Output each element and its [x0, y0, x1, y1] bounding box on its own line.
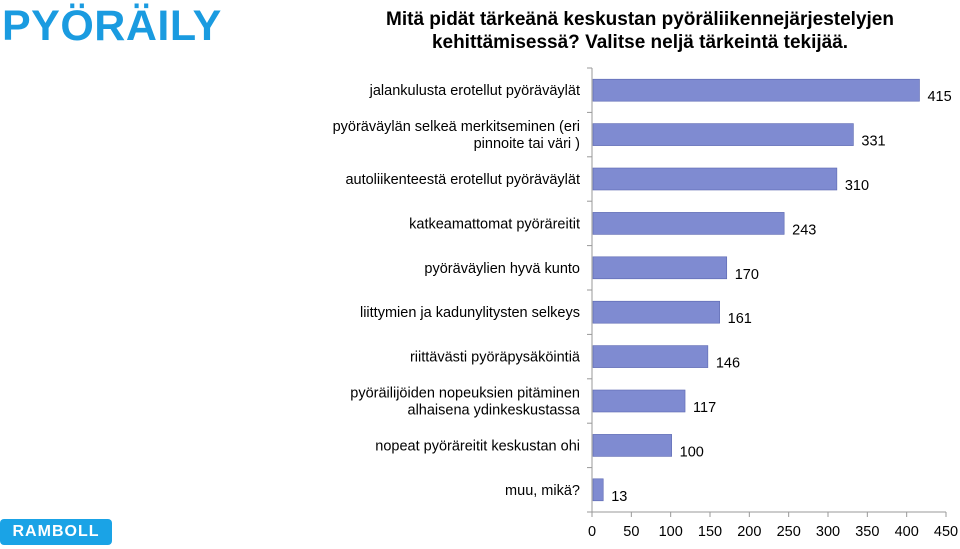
category-label: jalankulusta erotellut pyöräväylät — [369, 83, 580, 99]
value-label: 146 — [716, 356, 740, 372]
value-label: 243 — [792, 222, 816, 238]
category-label-line: liittymien ja kadunylitysten selkeys — [360, 305, 580, 321]
category-label-line: nopeat pyöräreitit keskustan ohi — [375, 438, 580, 454]
x-tick-label: 450 — [934, 524, 958, 540]
bar — [592, 300, 720, 324]
bar — [592, 123, 854, 146]
value-label: 310 — [845, 178, 869, 194]
category-label-line: jalankulusta erotellut pyöräväylät — [369, 83, 580, 99]
x-tick-label: 0 — [588, 524, 596, 540]
bar — [592, 212, 785, 235]
x-tick-label: 150 — [698, 524, 722, 540]
category-label: muu, mikä? — [505, 483, 580, 499]
bar — [592, 78, 920, 102]
category-label-line: pyöräilijöiden nopeuksien pitäminen — [350, 386, 580, 402]
value-label: 415 — [927, 89, 951, 105]
x-tick-label: 200 — [737, 524, 761, 540]
bar — [592, 478, 604, 502]
bar — [592, 256, 728, 280]
category-label-line: katkeamattomat pyöräreitit — [409, 216, 580, 232]
category-label-line: pinnoite tai väri ) — [474, 136, 580, 152]
section-title: PYÖRÄILY — [2, 2, 222, 50]
category-label-line: alhaisena ydinkeskustassa — [408, 403, 581, 419]
x-tick-label: 350 — [855, 524, 879, 540]
category-label: pyöräväylän selkeä merkitseminen (eri pin… — [333, 119, 580, 152]
value-label: 13 — [611, 489, 627, 505]
category-label: pyöräväylien hyvä kunto — [424, 261, 580, 277]
value-label: 170 — [735, 267, 759, 283]
category-label-line: pyöräväylän selkeä merkitseminen (eri — [333, 119, 580, 135]
bar — [592, 167, 838, 191]
x-tick-label: 250 — [777, 524, 801, 540]
x-tick-label: 400 — [895, 524, 919, 540]
value-label: 117 — [693, 400, 716, 416]
ramboll-logo: RAMBOLL — [0, 519, 112, 545]
x-tick-label: 50 — [623, 524, 639, 540]
value-label: 331 — [861, 134, 885, 150]
category-label-line: autoliikenteestä erotellut pyöräväylät — [345, 172, 580, 188]
category-label-line: riittävästi pyöräpysäköintiä — [410, 350, 581, 366]
category-label: riittävästi pyöräpysäköintiä — [410, 350, 581, 366]
category-label: liittymien ja kadunylitysten selkeys — [360, 305, 580, 321]
question-line-2: kehittämisessä? Valitse neljä tärkeintä … — [431, 32, 849, 53]
category-label-line: muu, mikä? — [505, 483, 580, 499]
category-label: nopeat pyöräreitit keskustan ohi — [375, 438, 580, 454]
category-label: autoliikenteestä erotellut pyöräväylät — [345, 172, 580, 188]
bar — [592, 389, 686, 413]
x-tick-label: 100 — [659, 524, 683, 540]
bar — [592, 345, 709, 368]
category-label-line: pyöräväylien hyvä kunto — [424, 261, 580, 277]
chart-question: Mitä pidät tärkeänä keskustan pyöräliike… — [370, 8, 910, 54]
question-line-1: Mitä pidät tärkeänä keskustan pyöräliike… — [386, 9, 894, 30]
category-label: katkeamattomat pyöräreitit — [409, 216, 580, 232]
value-label: 100 — [680, 444, 704, 460]
bar — [592, 434, 672, 457]
value-label: 161 — [728, 311, 752, 327]
category-label: pyöräilijöiden nopeuksien pitäminen alhai… — [350, 386, 581, 419]
x-tick-label: 300 — [816, 524, 840, 540]
